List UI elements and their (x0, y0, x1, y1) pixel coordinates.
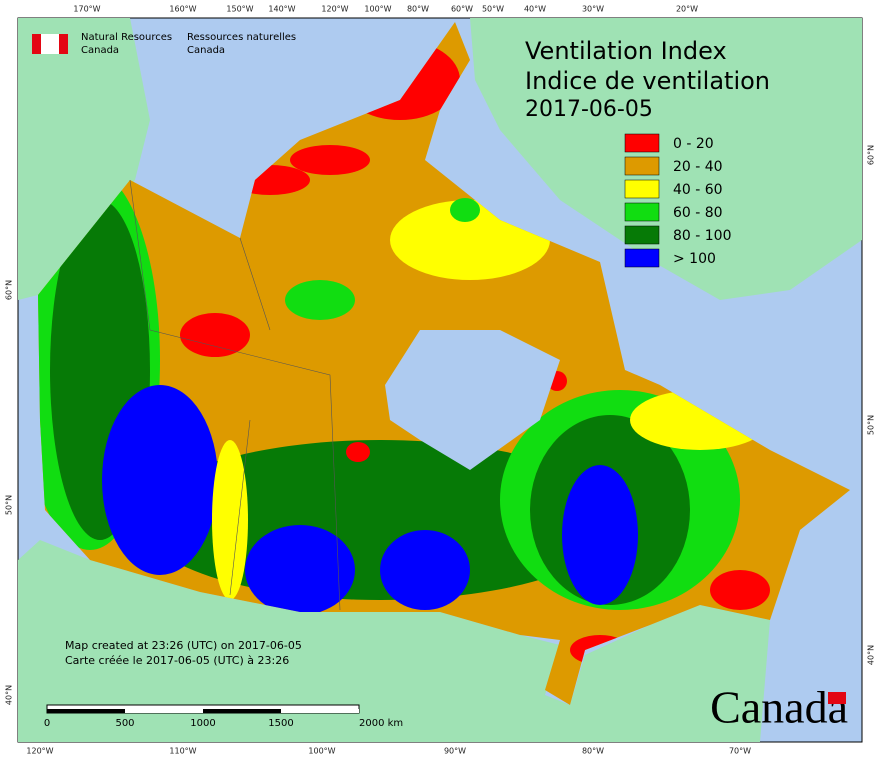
legend-label: 80 - 100 (673, 228, 732, 244)
agency-en: Natural Resources (81, 32, 172, 43)
wordmark-flag (828, 692, 846, 704)
legend-label: 60 - 80 (673, 205, 723, 221)
graticule-label: 160°W (169, 5, 196, 14)
legend-label: 0 - 20 (673, 136, 714, 152)
graticule-label: 60°N (5, 280, 14, 300)
legend-swatch (624, 225, 660, 245)
graticule-label: 60°W (451, 5, 473, 14)
graticule-label: 50°N (867, 415, 876, 435)
graticule-label: 150°W (226, 5, 253, 14)
graticule-label: 50°W (482, 5, 504, 14)
credit: Carte créée le 2017-06-05 (UTC) à 23:26 (65, 654, 289, 667)
credit: Map created at 23:26 (UTC) on 2017-06-05 (65, 639, 302, 652)
graticule-label: 120°W (321, 5, 348, 14)
date: 2017-06-05 (525, 97, 653, 122)
graticule-label: 60°N (867, 145, 876, 165)
legend-swatch (624, 248, 660, 268)
graticule-label: 80°W (407, 5, 429, 14)
hudson-bay (385, 330, 560, 470)
scale-bar: 0 500 1000 1500 2000 km (44, 704, 403, 729)
graticule-label: 170°W (73, 5, 100, 14)
graticule-label: 140°W (268, 5, 295, 14)
agency-en: Canada (81, 45, 119, 56)
scale-label: 1000 (190, 718, 215, 729)
graticule-label: 100°W (308, 747, 335, 756)
legend-swatch (624, 179, 660, 199)
graticule-label: 30°W (582, 5, 604, 14)
scale-segment (203, 709, 281, 713)
legend: 0 - 20 20 - 40 40 - 60 60 - 80 80 - 100 > 100 (624, 133, 732, 268)
scale-segment (281, 709, 359, 713)
scale-label: 1500 (268, 718, 293, 729)
legend-label: > 100 (673, 251, 716, 267)
legend-label: 20 - 40 (673, 159, 723, 175)
legend-swatch (624, 133, 660, 153)
graticule-label: 80°W (582, 747, 604, 756)
legend-swatch (624, 156, 660, 176)
graticule-label: 40°W (524, 5, 546, 14)
boundaries (129, 179, 341, 611)
legend-label: 40 - 60 (673, 182, 723, 198)
graticule-label: 90°W (444, 747, 466, 756)
agency-signature: Natural Resources Canada Ressources natu… (32, 32, 296, 56)
scale-label: 0 (44, 718, 50, 729)
graticule-label: 120°W (26, 747, 53, 756)
graticule-label: 40°N (867, 645, 876, 665)
graticule-label: 20°W (676, 5, 698, 14)
agency-fr: Ressources naturelles (187, 32, 296, 43)
title: Ventilation Index (525, 37, 727, 65)
scale-label: 500 (115, 718, 134, 729)
graticule-labels: 170°W 160°W 150°W 140°W 120°W 100°W 80°W 60°W 50… (5, 5, 876, 756)
neighbour-land (18, 18, 862, 742)
scale-label: 2000 km (359, 718, 403, 729)
wordmark: Canada (710, 682, 848, 733)
graticule-label: 50°N (5, 495, 14, 515)
legend-swatch (624, 202, 660, 222)
title: Indice de ventilation (525, 67, 770, 95)
graticule-label: 70°W (729, 747, 751, 756)
graticule-label: 110°W (169, 747, 196, 756)
scale-segment (47, 709, 125, 713)
graticule-label: 40°N (5, 685, 14, 705)
scale-segment (125, 709, 203, 713)
agency-fr: Canada (187, 45, 225, 56)
graticule-label: 100°W (364, 5, 391, 14)
